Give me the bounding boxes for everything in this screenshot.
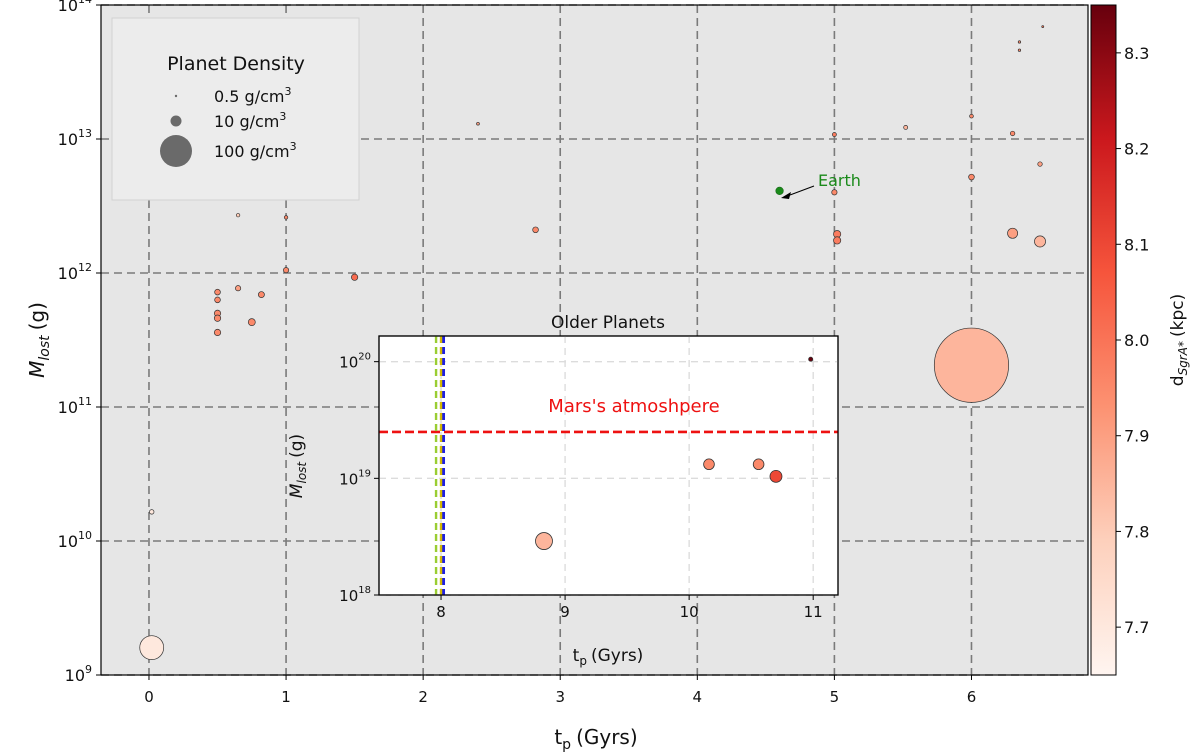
colorbar-tick-label: 8.3 xyxy=(1124,44,1149,63)
main-y-tick-label: 1011 xyxy=(58,395,92,417)
inset-axes: 8 9 10 11 1018 1019 1020 Older Planets tp (Gyr… xyxy=(287,313,839,668)
planet-point xyxy=(1017,40,1022,44)
planet-point xyxy=(933,327,1010,403)
planet-point xyxy=(149,509,155,515)
main-y-tick-label: 1012 xyxy=(58,261,92,283)
main-x-tick-label: 5 xyxy=(830,688,840,706)
inset-y-axis-label: Mlost(g) xyxy=(287,434,309,498)
main-x-tick-label: 4 xyxy=(693,688,703,706)
inset-x-axis-label: tp (Gyrs) xyxy=(573,646,644,668)
inset-planet-point xyxy=(703,458,715,471)
colorbar-tick-label: 8.0 xyxy=(1124,331,1149,350)
colorbar-label: dSgrA*(kpc) xyxy=(1168,294,1190,386)
main-x-tick-label: 3 xyxy=(555,688,565,706)
main-x-axis-label: tp (Gyrs) xyxy=(554,725,637,753)
legend-marker xyxy=(160,135,192,167)
planet-point xyxy=(1037,161,1043,167)
colorbar-ticks: 7.7 7.8 7.9 8.0 8.1 8.2 8.3 xyxy=(1116,44,1149,637)
planet-point xyxy=(247,318,256,326)
inset-x-tick-label: 10 xyxy=(680,603,699,621)
inset-y-tick-label: 1018 xyxy=(339,585,371,605)
inset-y-tick-label: 1019 xyxy=(339,468,371,488)
main-y-tick-label: 1010 xyxy=(58,529,92,551)
legend-marker xyxy=(174,94,178,98)
inset-x-tick-label: 11 xyxy=(804,603,823,621)
inset-x-tick-label: 8 xyxy=(436,603,446,621)
earth-point xyxy=(775,186,784,195)
colorbar-tick-label: 7.9 xyxy=(1124,427,1149,446)
planet-point xyxy=(213,328,222,337)
planet-point xyxy=(258,291,265,298)
legend-entry-label: 10 g/cm3 xyxy=(214,110,286,131)
inset-y-ticks: 1018 1019 1020 xyxy=(339,352,379,605)
main-y-tick-label: 109 xyxy=(65,663,92,685)
inset-title: Older Planets xyxy=(551,313,665,333)
planet-point xyxy=(968,173,975,181)
inset-planet-point xyxy=(535,532,553,550)
planet-point xyxy=(1009,130,1016,137)
planet-point xyxy=(235,285,242,292)
main-y-axis-label: Mlost(g) xyxy=(25,302,53,378)
inset-plot-background xyxy=(378,335,839,596)
planet-point xyxy=(969,113,974,119)
main-x-tick-label: 1 xyxy=(281,688,291,706)
colorbar-tick-label: 7.7 xyxy=(1124,618,1149,637)
planet-point xyxy=(476,121,480,126)
legend-title: Planet Density xyxy=(167,53,305,75)
planet-point xyxy=(833,236,842,245)
mars-atmosphere-label: Mars's atmoshpere xyxy=(548,396,719,417)
earth-arrow-shaft xyxy=(789,185,815,196)
main-x-tick-label: 0 xyxy=(144,688,154,706)
planet-point xyxy=(1041,25,1045,28)
main-y-tick-label: 1014 xyxy=(58,0,92,15)
planet-point xyxy=(213,314,222,322)
colorbar-tick-label: 8.2 xyxy=(1124,140,1149,159)
planet-point xyxy=(283,267,290,274)
planet-point xyxy=(1007,227,1019,239)
inset-y-tick-label: 1020 xyxy=(339,352,371,372)
inset-planet-point xyxy=(769,469,783,483)
main-plot-frame xyxy=(100,4,1089,676)
inset-x-tick-label: 9 xyxy=(560,603,570,621)
main-y-tick-label: 1013 xyxy=(58,127,92,149)
main-x-tick-label: 2 xyxy=(418,688,428,706)
inset-points xyxy=(535,356,814,550)
inset-plot-frame xyxy=(378,335,839,596)
planet-point xyxy=(139,635,165,660)
density-legend: Planet Density 0.5 g/cm3 10 g/cm3 100 g/cm… xyxy=(111,17,360,201)
inset-x-ticks: 8 9 10 11 xyxy=(436,595,823,621)
main-points xyxy=(139,25,1046,660)
planet-point xyxy=(532,226,539,234)
inset-reference-lines xyxy=(379,336,838,595)
inset-planet-point xyxy=(808,356,814,362)
planet-point xyxy=(283,215,289,220)
planet-point xyxy=(351,273,359,281)
colorbar-tick-label: 7.8 xyxy=(1124,522,1149,541)
legend-marker xyxy=(170,115,182,127)
colorbar-tick-label: 8.1 xyxy=(1124,235,1149,254)
planet-point xyxy=(903,125,909,130)
planet-point xyxy=(214,288,221,296)
planet-point xyxy=(1017,48,1022,52)
planet-point xyxy=(831,189,838,196)
main-y-ticks: 109 1010 1011 1012 1013 1014 xyxy=(58,0,101,685)
main-x-tick-label: 6 xyxy=(967,688,977,706)
earth-label: Earth xyxy=(818,171,861,190)
earth-arrow-head xyxy=(781,192,791,199)
planet-point xyxy=(235,213,241,218)
planet-point xyxy=(832,132,837,137)
legend-box xyxy=(111,17,360,201)
legend-entry-label: 0.5 g/cm3 xyxy=(214,85,291,106)
planet-point xyxy=(1034,235,1046,248)
legend-entry-label: 100 g/cm3 xyxy=(214,140,297,161)
colorbar: 7.7 7.8 7.9 8.0 8.1 8.2 8.3 dSgrA*(kpc) xyxy=(1090,4,1190,676)
main-x-ticks: 0 1 2 3 4 5 6 xyxy=(144,675,976,706)
legend-entries: 0.5 g/cm3 10 g/cm3 100 g/cm3 xyxy=(160,85,297,167)
inset-planet-point xyxy=(752,458,765,471)
planet-point xyxy=(214,296,221,304)
earth-annotation: Earth xyxy=(781,171,861,199)
colorbar-gradient xyxy=(1090,4,1117,676)
